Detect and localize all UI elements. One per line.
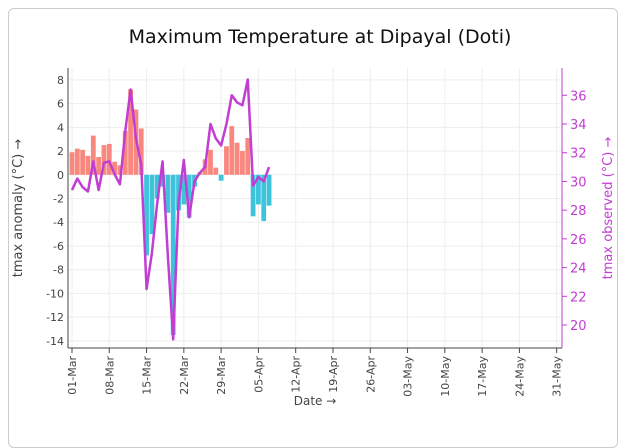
bar xyxy=(106,143,112,175)
y-tick-label: -4 xyxy=(53,216,64,229)
bar xyxy=(69,152,75,175)
y-tick-label: 6 xyxy=(57,98,64,111)
bar xyxy=(208,149,213,175)
bar xyxy=(170,174,176,335)
x-tick-label: 03-May xyxy=(402,356,415,397)
x-tick-label: 05-Apr xyxy=(252,356,265,393)
chart-title: Maximum Temperature at Dipayal (Doti) xyxy=(129,26,512,48)
y-axis-label: tmax anomaly (°C) → xyxy=(11,139,26,278)
bar xyxy=(176,174,181,211)
x-tick-label: 08-Mar xyxy=(103,356,116,395)
y-tick-label: -12 xyxy=(46,311,64,324)
bar xyxy=(149,174,155,235)
y2-tick-label: 20 xyxy=(570,319,587,334)
x-tick-label: 29-Mar xyxy=(215,356,228,395)
bar xyxy=(186,174,192,218)
bar xyxy=(266,174,272,206)
bar xyxy=(245,138,251,175)
bar xyxy=(250,174,256,217)
y2-tick-label: 22 xyxy=(570,290,587,305)
bar xyxy=(90,135,96,175)
x-tick-label: 10-May xyxy=(439,356,452,397)
y2-tick-label: 34 xyxy=(570,118,587,133)
x-axis-label: Date → xyxy=(294,394,337,408)
y2-tick-label: 26 xyxy=(570,233,587,248)
bar xyxy=(213,167,219,175)
bar xyxy=(101,145,107,175)
bar xyxy=(96,156,102,175)
x-tick-label: 15-Mar xyxy=(141,356,154,395)
y2-tick-label: 36 xyxy=(570,89,587,104)
y2-tick-label: 24 xyxy=(570,262,587,277)
x-tick-label: 31-May xyxy=(551,356,564,397)
y2-tick-label: 32 xyxy=(570,147,587,162)
x-tick-label: 26-Apr xyxy=(364,356,377,393)
y-tick-label: -6 xyxy=(53,240,64,253)
y-tick-label: -2 xyxy=(53,193,64,206)
y2-tick-label: 30 xyxy=(570,175,587,190)
bar xyxy=(240,151,245,175)
bar xyxy=(234,142,240,175)
y-tick-label: 4 xyxy=(57,121,64,134)
bar xyxy=(256,174,261,205)
bar xyxy=(261,174,267,222)
y-tick-label: -14 xyxy=(46,335,64,348)
bar xyxy=(224,146,229,175)
y-tick-label: 2 xyxy=(57,145,64,158)
bar xyxy=(74,148,80,175)
x-tick-label: 24-May xyxy=(513,356,526,397)
bar xyxy=(117,165,123,175)
y-tick-label: 8 xyxy=(57,74,64,87)
x-tick-label: 22-Mar xyxy=(178,356,191,395)
y-tick-label: -10 xyxy=(46,287,64,300)
y2-tick-label: 28 xyxy=(570,204,587,219)
y-tick-label: 0 xyxy=(57,169,64,182)
bar xyxy=(165,174,171,213)
bar xyxy=(181,174,187,205)
line xyxy=(70,78,271,341)
y2-axis-label: tmax observed (°C) → xyxy=(601,137,616,280)
bar xyxy=(112,161,118,175)
bar xyxy=(128,89,133,175)
bar xyxy=(154,174,160,199)
bar xyxy=(138,128,144,175)
bar xyxy=(144,174,149,256)
x-tick-label: 01-Mar xyxy=(66,356,79,395)
bar xyxy=(85,155,91,175)
chart: Maximum Temperature at Dipayal (Doti) Da… xyxy=(11,26,616,408)
x-tick-label: 12-Apr xyxy=(290,356,303,393)
bar xyxy=(218,174,224,181)
bar xyxy=(80,149,86,175)
bar xyxy=(122,130,128,175)
y-tick-label: -8 xyxy=(53,264,64,277)
x-tick-label: 19-Apr xyxy=(327,356,340,393)
bar xyxy=(229,126,235,175)
x-tick-label: 17-May xyxy=(476,356,489,397)
